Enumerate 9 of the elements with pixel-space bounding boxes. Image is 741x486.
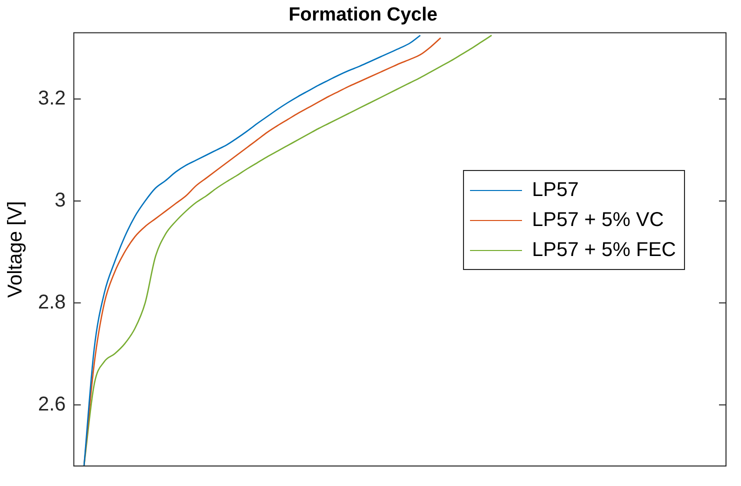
chart-title: Formation Cycle: [288, 4, 438, 26]
y-tick-label: 3.2: [38, 88, 66, 110]
y-tick-label: 2.8: [38, 291, 66, 314]
y-axis-title: Voltage [V]: [4, 201, 27, 298]
legend-label: LP57 + 5% VC: [532, 208, 664, 232]
legend-label: LP57 + 5% FEC: [532, 238, 676, 262]
y-tick-label: 2.6: [38, 393, 66, 416]
legend-label: LP57: [532, 178, 579, 202]
y-tick-label: 3: [54, 190, 66, 212]
